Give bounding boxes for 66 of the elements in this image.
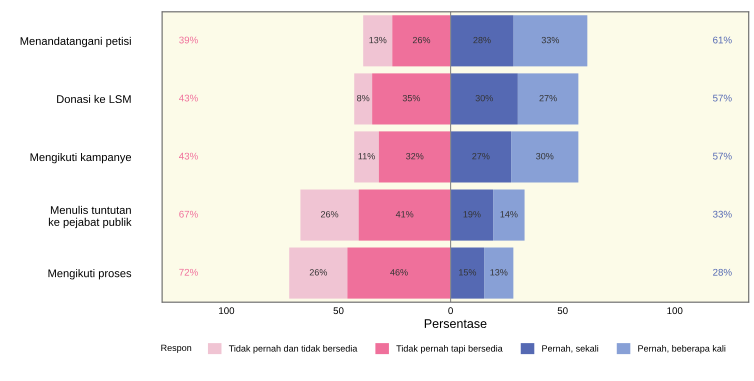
data-label: 33% [542,36,560,44]
data-label: 11% [358,153,375,160]
bar [392,15,451,66]
data-label: 27% [472,153,490,160]
data-label: 27% [540,94,557,102]
y-tick-label: Donasi ke LSM [57,94,131,104]
bar [450,189,494,241]
y-tick-label: Menulis tuntutan ke pejabat publik [48,206,132,228]
y-tick-label: Menandatangani petisi [20,36,131,48]
annotation: 33% [712,210,732,218]
annotation: 61% [713,36,732,44]
data-label: 32% [406,153,424,160]
x-tick-label: 100 [667,307,682,314]
y-tick-label: Mengikuti proses [48,269,132,280]
x-tick-label: 50 [334,307,344,314]
bar [484,248,514,299]
bar [511,131,578,183]
bar [518,73,578,124]
legend-label: Tidak pernah dan tidak bersedia [228,345,358,354]
bar [450,73,518,124]
data-label: 19% [464,211,481,218]
data-label: 30% [536,153,554,160]
legend-label: Pernah, sekali [542,345,598,353]
bar [354,131,379,183]
annotation: 39% [179,36,198,44]
data-label: 15% [459,269,476,276]
bar [354,73,372,124]
data-label: 41% [396,211,414,218]
data-label: 8% [357,94,370,102]
legend-title: Respon [161,344,192,353]
bar [450,15,514,66]
data-label: 30% [476,94,493,102]
x-tick-label: 50 [558,307,568,314]
bar [358,189,451,241]
annotation: 43% [179,94,198,102]
data-label: 46% [390,269,408,276]
data-label: 13% [490,269,508,276]
data-label: 26% [320,211,338,218]
x-axis-title: Persentase [424,319,486,328]
bar [347,248,451,299]
bar [363,15,392,66]
bar [450,131,512,183]
y-tick-label: Mengikuti kampanye [30,152,132,164]
bar [493,189,525,241]
data-label: 26% [310,269,328,276]
annotation: 57% [712,94,732,102]
bar [289,248,348,299]
annotation: 72% [179,268,198,276]
bar [450,248,484,299]
data-label: 35% [402,94,420,102]
bar [300,189,359,241]
data-label: 26% [412,36,430,44]
legend-label: Tidak pernah tapi bersedia [396,345,503,354]
data-label: 14% [500,211,518,218]
x-tick-label: 0 [448,307,453,314]
bar [513,15,588,66]
bar [378,131,451,183]
bar [372,73,451,124]
legend-label: Pernah, beberapa kali [638,345,726,354]
annotation: 67% [179,210,198,218]
data-label: 28% [473,36,491,44]
annotation: 43% [179,152,198,160]
annotation: 28% [713,268,732,276]
annotation: 57% [712,152,732,160]
x-tick-label: 100 [219,307,234,314]
data-label: 13% [369,36,386,44]
